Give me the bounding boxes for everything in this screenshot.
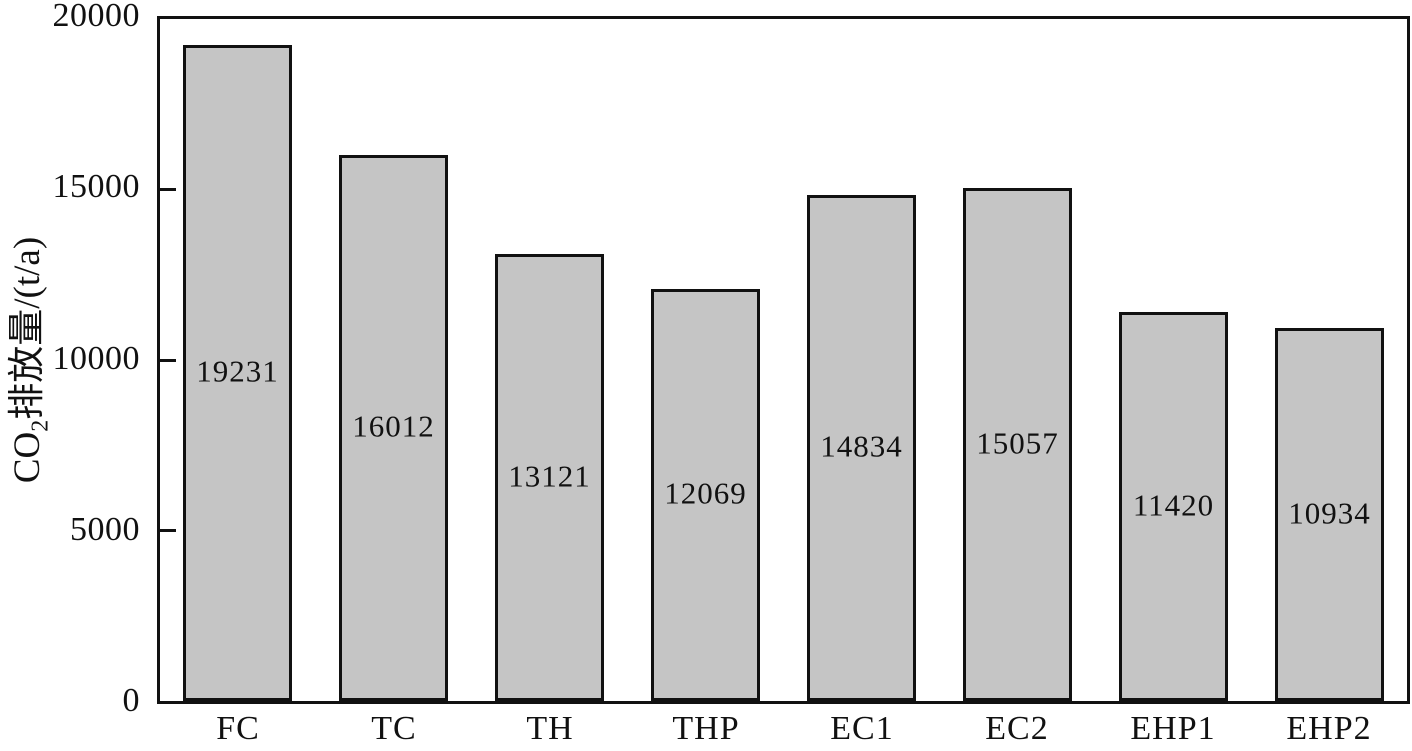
- x-category-label-fc: FC: [216, 710, 260, 747]
- y-tick-label: 0: [122, 682, 140, 719]
- y-tick-label: 10000: [52, 340, 140, 377]
- y-axis-tick-labels: 20000 15000 10000 5000 0: [0, 0, 140, 751]
- bar-value-label: 15057: [976, 425, 1059, 461]
- bar-tc: 16012: [339, 155, 448, 701]
- y-axis-tick-mark: [160, 188, 176, 191]
- bar-value-label: 19231: [196, 353, 279, 389]
- x-category-label-tc: TC: [371, 710, 417, 747]
- y-tick-label: 20000: [52, 0, 140, 34]
- plot-area: 19231 16012 13121 12069 14834 15057 11420 10934: [157, 16, 1410, 704]
- bar-value-label: 12069: [664, 475, 747, 511]
- x-category-label-th: TH: [526, 710, 574, 747]
- x-category-label-thp: THP: [672, 710, 740, 747]
- bar-value-label: 11420: [1132, 487, 1215, 523]
- bar-thp: 12069: [651, 289, 760, 701]
- bar-ehp1: 11420: [1119, 312, 1228, 701]
- x-axis-labels: FC TC TH THP EC1 EC2 EHP1 EHP2: [157, 707, 1410, 751]
- bar-fc: 19231: [183, 45, 292, 701]
- y-axis-tick-mark: [160, 358, 176, 362]
- bar-value-label: 14834: [820, 428, 903, 464]
- y-tick-label: 5000: [70, 511, 140, 548]
- bar-ehp2: 10934: [1275, 328, 1384, 701]
- x-category-label-ehp2: EHP2: [1286, 710, 1372, 747]
- x-category-label-ehp1: EHP1: [1130, 710, 1216, 747]
- bar-value-label: 10934: [1288, 495, 1371, 531]
- bar-ec2: 15057: [963, 188, 1072, 701]
- bar-ec1: 14834: [807, 195, 916, 701]
- y-axis-tick-mark: [160, 529, 176, 532]
- bar-value-label: 16012: [352, 408, 435, 444]
- x-category-label-ec1: EC1: [830, 710, 894, 747]
- bar-th: 13121: [495, 254, 604, 701]
- bar-value-label: 13121: [508, 458, 591, 494]
- x-category-label-ec2: EC2: [985, 710, 1049, 747]
- y-tick-label: 15000: [52, 168, 140, 205]
